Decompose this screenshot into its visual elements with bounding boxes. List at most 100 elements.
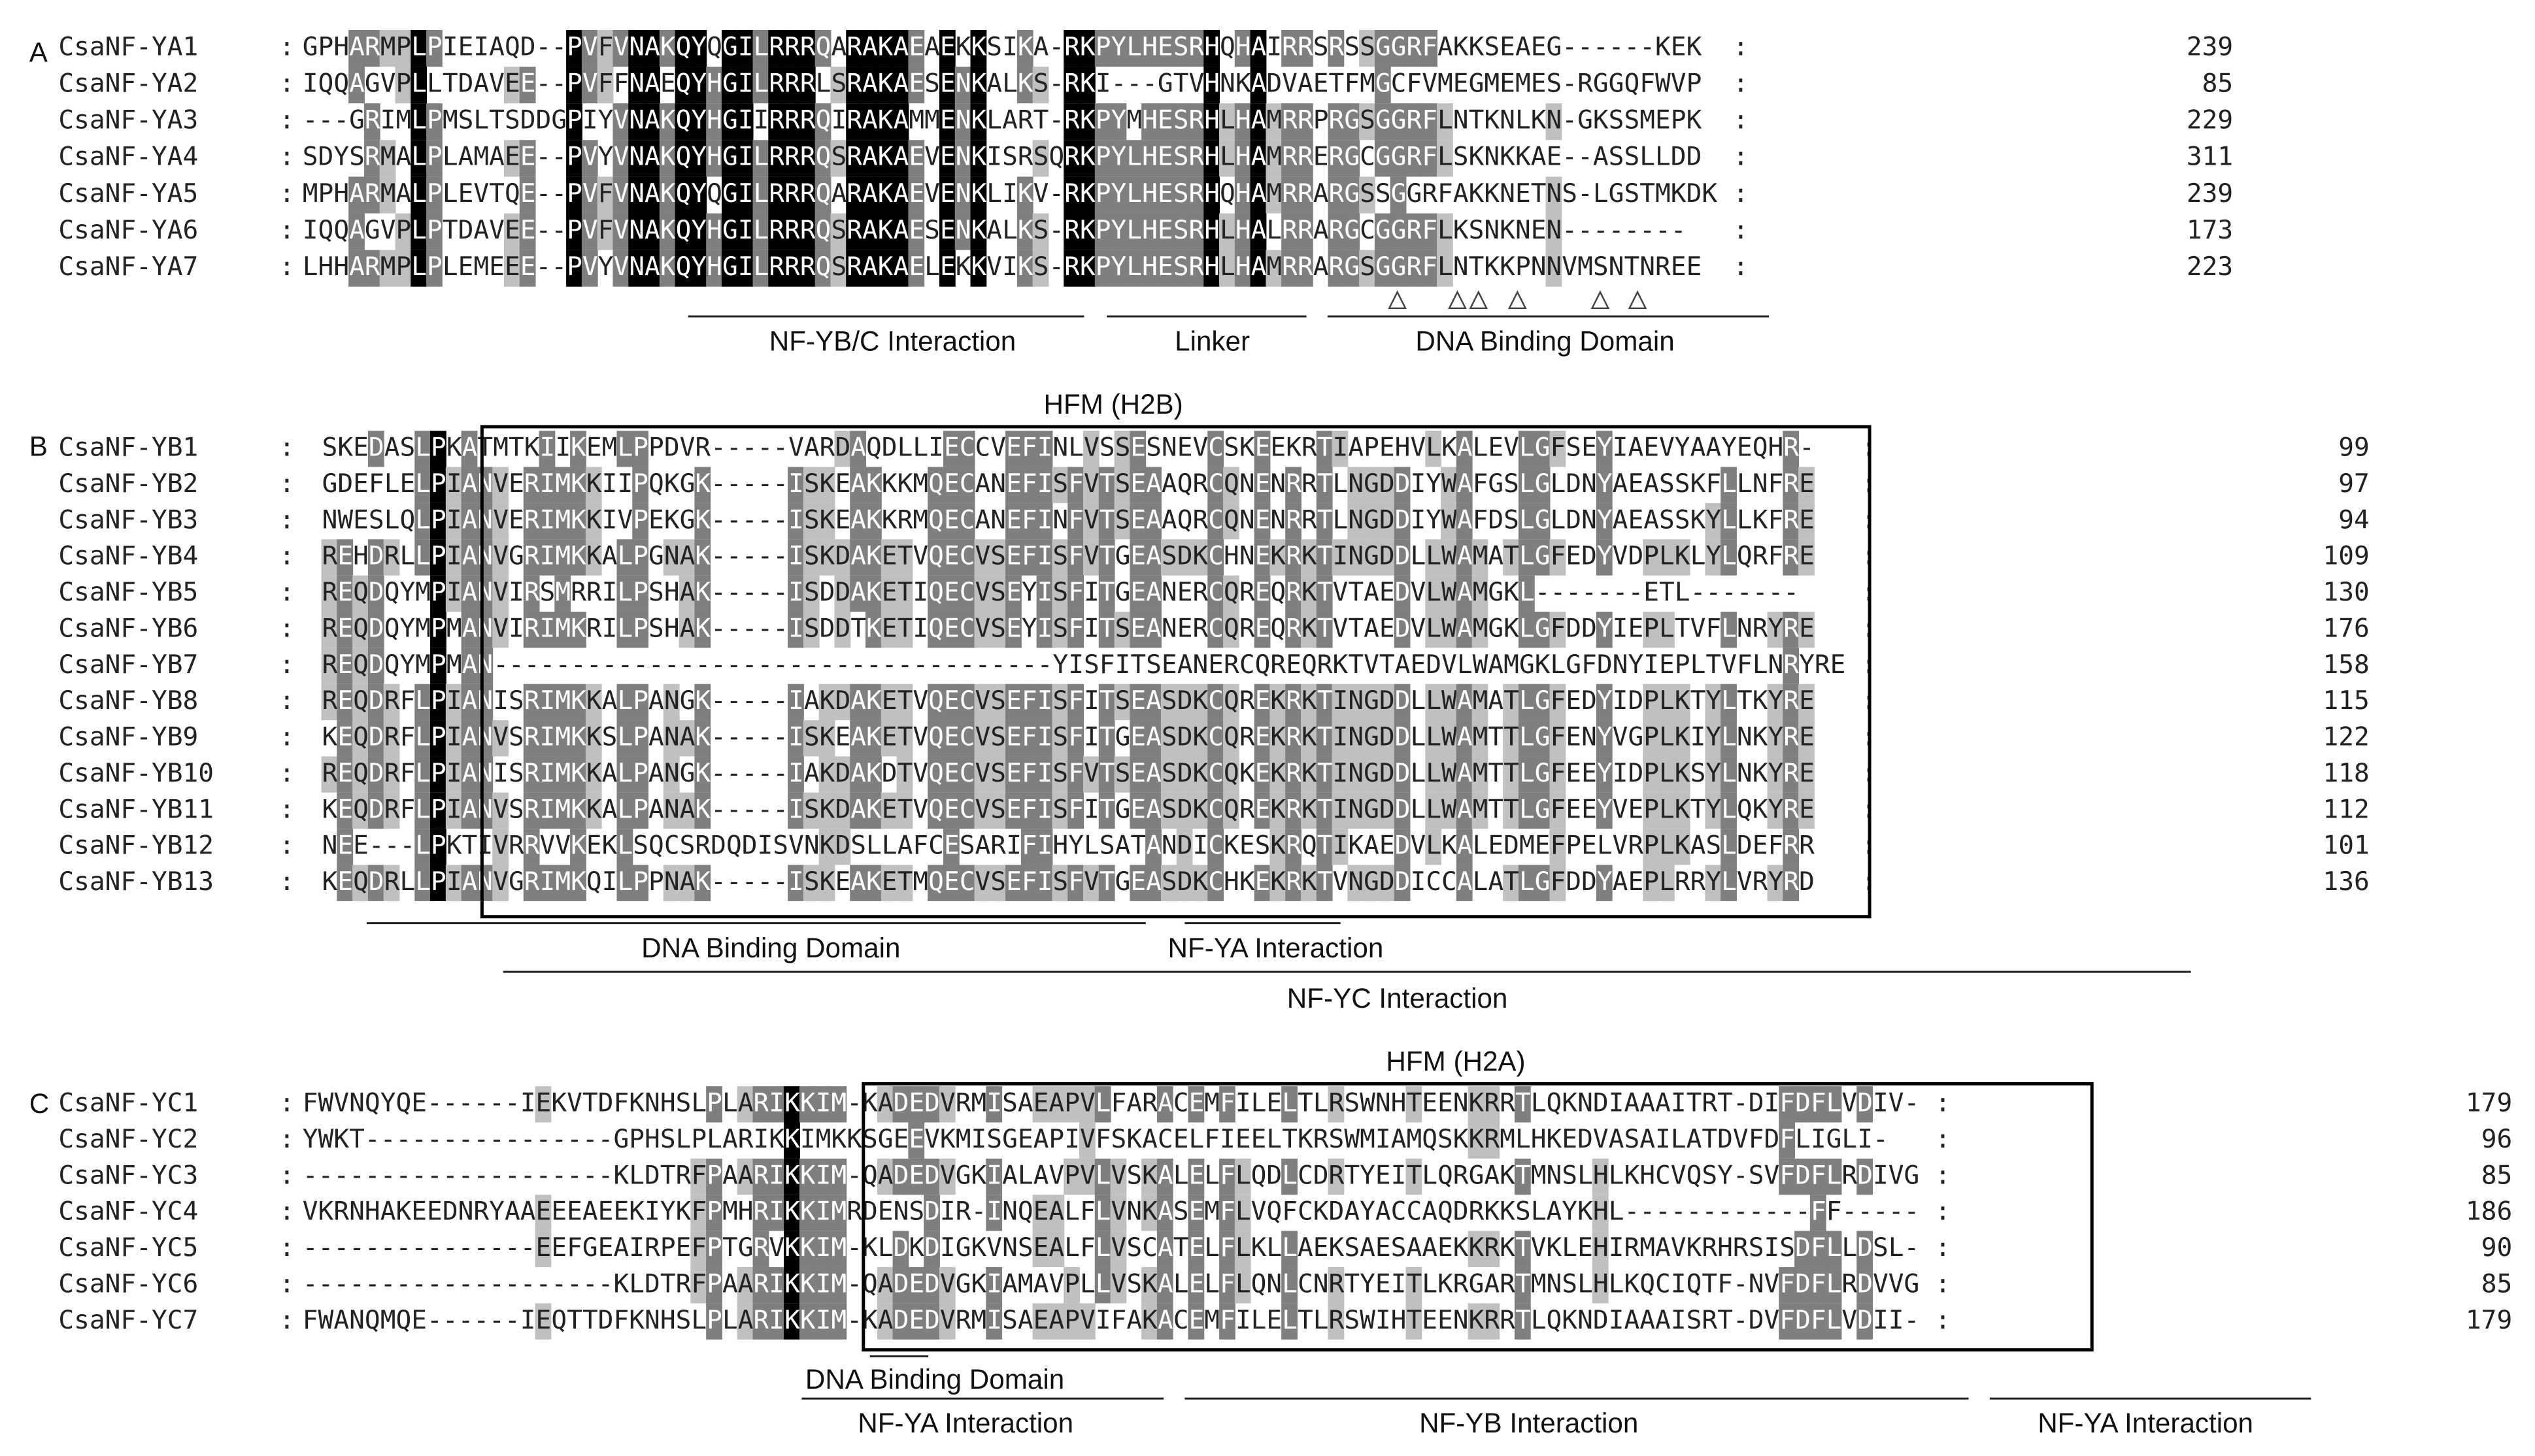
residue: - (850, 650, 866, 680)
residue: H (1142, 142, 1158, 172)
residue: L (1080, 1268, 1096, 1299)
residue: - (758, 722, 773, 752)
residue: N (1547, 178, 1562, 208)
residue-shade (1250, 29, 1267, 67)
residue: T (1406, 1268, 1422, 1299)
residue: M (415, 613, 431, 643)
residue: - (1733, 1088, 1749, 1118)
residue: T (1624, 252, 1639, 282)
residue: K (1671, 178, 1687, 208)
colon-separator: : (279, 722, 295, 752)
residue: R (1298, 215, 1313, 245)
residue-shade (1064, 29, 1080, 67)
residue: R (1329, 215, 1345, 245)
residue: C (960, 758, 975, 788)
residue: T (1100, 469, 1115, 499)
residue: - (726, 794, 742, 824)
residue: M (1473, 758, 1488, 788)
residue: M (1473, 577, 1488, 607)
residue: E (1566, 794, 1581, 824)
residue: V (1764, 1305, 1779, 1335)
residue: I (617, 469, 633, 499)
residue: V (1084, 505, 1100, 535)
residue: E (835, 505, 850, 535)
residue: V (1080, 1088, 1096, 1118)
residue: D (835, 613, 850, 643)
residue: I (1811, 1124, 1826, 1154)
residue: D (711, 831, 726, 861)
residue: S (1126, 1233, 1142, 1263)
residue: N (477, 541, 493, 571)
residue: A (1126, 1305, 1142, 1335)
residue: I (540, 541, 556, 571)
residue: G (1904, 1160, 1920, 1190)
residue-shade (1281, 103, 1298, 141)
residue: A (680, 722, 696, 752)
residue: Q (353, 577, 369, 607)
residue: N (1348, 794, 1364, 824)
residue: F (1779, 1124, 1795, 1154)
residue: D (598, 1088, 614, 1118)
residue-shade (395, 67, 412, 104)
residue: T (489, 178, 505, 208)
residue: E (1255, 469, 1271, 499)
residue: R (800, 105, 816, 135)
residue: C (960, 794, 975, 824)
residue: T (1317, 433, 1333, 463)
residue: - (944, 650, 960, 680)
residue: H (1142, 31, 1158, 61)
residue: M (446, 650, 462, 680)
residue: I (1410, 469, 1426, 499)
residue: K (664, 505, 680, 535)
residue: E (520, 142, 536, 172)
residue: N (1547, 1160, 1562, 1190)
residue: D (894, 1268, 909, 1299)
residue: G (1364, 867, 1379, 897)
residue: G (1535, 722, 1551, 752)
residue: P (707, 1305, 722, 1335)
residue: D (924, 1197, 940, 1227)
residue: K (909, 1233, 924, 1263)
residue: A (1251, 252, 1267, 282)
residue: L (1737, 505, 1753, 535)
residue: D (1581, 686, 1597, 716)
residue: P (660, 1233, 676, 1263)
residue: A (645, 31, 660, 61)
residue: F (1551, 433, 1566, 463)
residue: L (1515, 105, 1531, 135)
residue: S (804, 505, 820, 535)
residue: N (645, 1305, 660, 1335)
residue: K (1453, 1233, 1469, 1263)
residue: P (1643, 794, 1659, 824)
residue: D (369, 867, 384, 897)
residue: L (1173, 1160, 1189, 1190)
residue: A (680, 794, 696, 824)
residue: - (1022, 650, 1037, 680)
residue: - (773, 686, 788, 716)
residue: E (551, 1197, 567, 1227)
residue: Q (1177, 469, 1193, 499)
residue: A (1457, 686, 1473, 716)
residue: H (353, 541, 369, 571)
colon-separator: : (1733, 105, 1749, 135)
residue: K (784, 1233, 800, 1263)
residue: E (1566, 722, 1581, 752)
colon-separator: : (279, 1124, 295, 1154)
residue: L (1266, 215, 1282, 245)
residue: - (602, 650, 618, 680)
residue: W (318, 1305, 334, 1335)
residue: A (862, 69, 878, 99)
residue: S (1609, 142, 1624, 172)
residue: L (1659, 758, 1675, 788)
colon-separator: : (279, 215, 295, 245)
residue: G (648, 541, 664, 571)
alignment-row: CsaNF-YC3: - - - - - - - - - - - - - - - - - - - - K L D T R F P A A R… (58, 1158, 2512, 1195)
residue: G (1344, 215, 1360, 245)
residue: L (415, 831, 431, 861)
residue: D (318, 142, 334, 172)
residue: S (1624, 178, 1639, 208)
residue-shade (752, 67, 769, 104)
residue: S (1126, 1268, 1142, 1299)
residue: K (1142, 1268, 1158, 1299)
residue: I (1671, 1305, 1687, 1335)
